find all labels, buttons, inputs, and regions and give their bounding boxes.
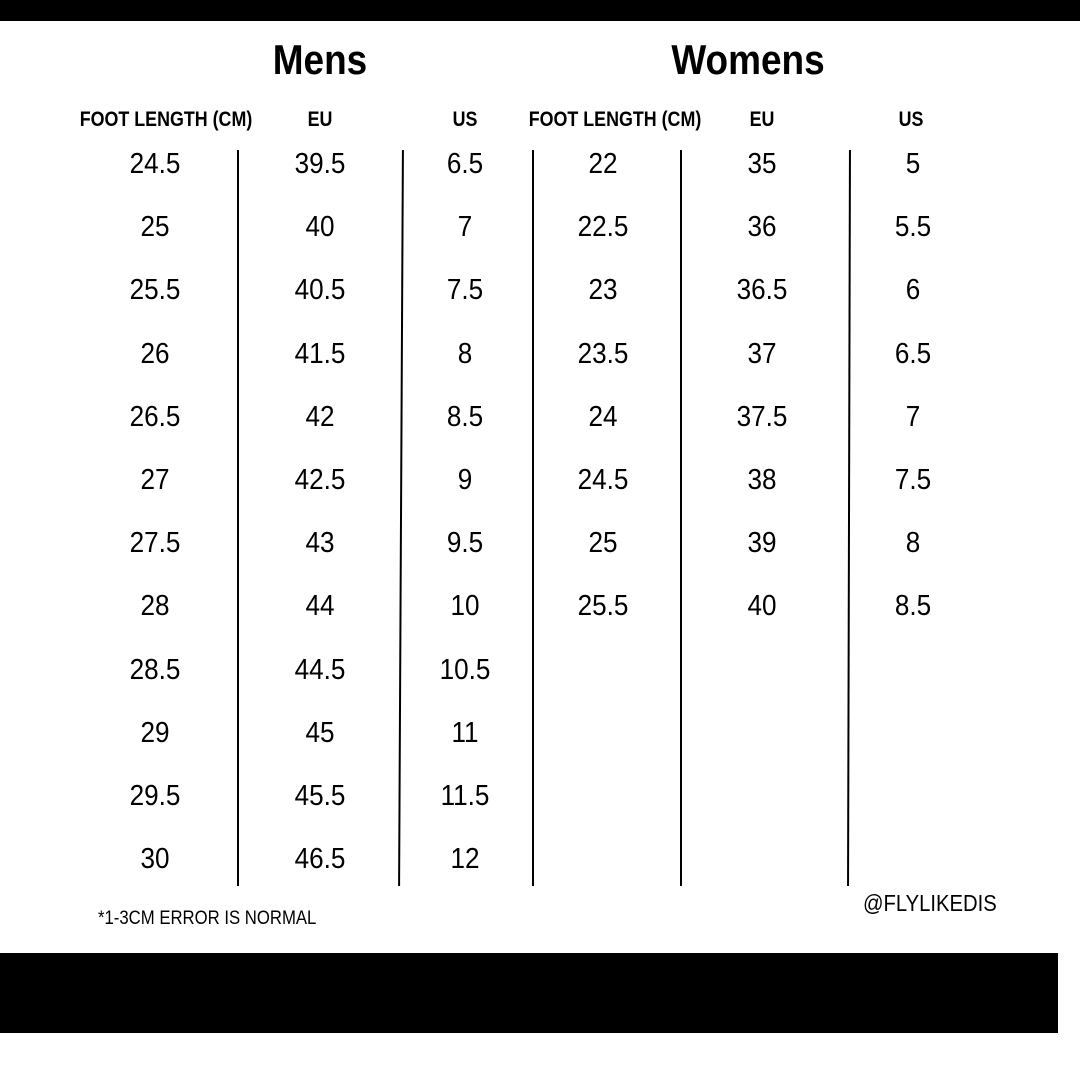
mens-foot-length-cell: 29 — [140, 716, 170, 749]
womens-us-cell: 8 — [905, 527, 921, 560]
womens-us-cell: 7 — [905, 400, 921, 433]
mens-foot-length-cell: 26.5 — [129, 400, 181, 433]
mens-us-cell: 9 — [457, 464, 473, 496]
mens-eu-cell: 43 — [305, 527, 335, 560]
womens-foot-length-cell: 24 — [588, 400, 618, 433]
womens-us-cell: 6.5 — [894, 337, 932, 370]
column-divider — [847, 149, 851, 887]
mens-eu-cell: 41.5 — [294, 337, 346, 370]
top-banner — [0, 0, 1080, 21]
mens-eu-cell: 44.5 — [294, 653, 346, 686]
column-divider — [532, 150, 534, 886]
mens-eu-cell: 40.5 — [294, 274, 346, 307]
mens-title: Mens — [272, 36, 368, 83]
mens-foot-length-cell: 25 — [140, 211, 170, 244]
mens-us-cell: 10 — [450, 590, 480, 623]
mens-us-cell: 8.5 — [446, 400, 484, 433]
mens-eu-cell: 44 — [305, 590, 335, 623]
womens-eu-cell: 36.5 — [736, 274, 788, 307]
womens-eu-cell: 38 — [747, 464, 777, 496]
mens-foot-length-cell: 27.5 — [129, 527, 181, 560]
mens-eu-cell: 39.5 — [294, 148, 346, 180]
mens-us-cell: 11.5 — [440, 780, 490, 812]
womens-foot-length-cell: 23 — [588, 274, 618, 307]
womens-foot-length-cell: 25.5 — [577, 590, 629, 623]
womens-us-cell: 7.5 — [894, 464, 932, 496]
mens-us-cell: 11 — [451, 716, 479, 749]
womens-eu-cell: 40 — [747, 590, 777, 623]
womens-foot-length-cell: 22.5 — [577, 211, 629, 244]
error-note: *1-3CM ERROR IS NORMAL — [98, 908, 317, 929]
mens-header-foot-length: FOOT LENGTH (CM) — [79, 108, 253, 131]
column-divider — [398, 149, 404, 887]
mens-us-cell: 12 — [450, 843, 480, 876]
mens-us-cell: 8 — [457, 337, 473, 370]
womens-eu-cell: 37.5 — [736, 400, 788, 433]
mens-eu-cell: 46.5 — [294, 843, 346, 876]
mens-foot-length-cell: 30 — [140, 843, 170, 876]
mens-foot-length-cell: 28.5 — [129, 653, 181, 686]
womens-us-cell: 6 — [905, 274, 921, 307]
womens-us-cell: 5.5 — [894, 211, 932, 244]
mens-us-cell: 6.5 — [446, 148, 484, 180]
mens-header-eu: EU — [307, 108, 333, 131]
social-handle: @FLYLIKEDIS — [863, 890, 997, 916]
womens-foot-length-cell: 23.5 — [577, 337, 629, 370]
womens-header-eu: EU — [749, 108, 775, 131]
womens-header-us: US — [898, 108, 924, 131]
mens-eu-cell: 42 — [305, 400, 335, 433]
mens-us-cell: 10.5 — [439, 653, 491, 686]
womens-us-cell: 8.5 — [894, 590, 932, 623]
bottom-banner — [0, 953, 1058, 1033]
womens-eu-cell: 39 — [747, 527, 777, 560]
mens-foot-length-cell: 28 — [140, 590, 170, 623]
mens-us-cell: 7.5 — [446, 274, 484, 307]
mens-eu-cell: 40 — [305, 211, 335, 244]
column-divider — [237, 150, 239, 886]
mens-foot-length-cell: 27 — [140, 464, 170, 496]
mens-foot-length-cell: 25.5 — [129, 274, 181, 307]
mens-eu-cell: 45 — [305, 716, 335, 749]
mens-eu-cell: 45.5 — [294, 780, 346, 812]
mens-us-cell: 7 — [457, 211, 473, 244]
womens-title: Womens — [671, 36, 825, 83]
womens-header-foot-length: FOOT LENGTH (CM) — [528, 108, 702, 131]
womens-foot-length-cell: 24.5 — [577, 464, 629, 496]
mens-foot-length-cell: 24.5 — [129, 148, 181, 180]
womens-foot-length-cell: 22 — [588, 148, 618, 180]
womens-eu-cell: 37 — [747, 337, 777, 370]
mens-foot-length-cell: 29.5 — [129, 780, 181, 812]
column-divider — [680, 150, 682, 886]
mens-us-cell: 9.5 — [446, 527, 484, 560]
womens-us-cell: 5 — [905, 148, 921, 180]
mens-foot-length-cell: 26 — [140, 337, 170, 370]
womens-eu-cell: 36 — [747, 211, 777, 244]
womens-eu-cell: 35 — [747, 148, 777, 180]
mens-header-us: US — [452, 108, 478, 131]
womens-foot-length-cell: 25 — [588, 527, 618, 560]
mens-eu-cell: 42.5 — [294, 464, 346, 496]
